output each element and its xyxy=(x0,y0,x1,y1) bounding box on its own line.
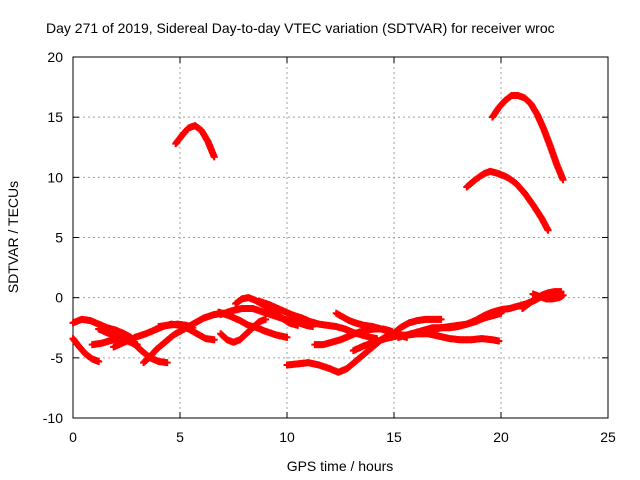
y-tick-label: 5 xyxy=(55,230,63,246)
x-tick-label: 25 xyxy=(600,429,616,445)
series-arc-2 xyxy=(488,92,567,184)
data-series xyxy=(69,92,567,376)
data-point xyxy=(283,333,291,341)
data-point xyxy=(210,153,218,161)
y-tick-label: -5 xyxy=(51,350,64,366)
data-point xyxy=(497,309,505,317)
series-arc-10 xyxy=(155,320,197,332)
series-arc-22 xyxy=(429,309,505,334)
data-point xyxy=(559,291,567,299)
y-tick-label: 15 xyxy=(47,109,63,125)
series-arc-5 xyxy=(69,335,103,365)
series-arc-12 xyxy=(217,315,270,346)
series-arc-14 xyxy=(217,304,317,331)
data-point xyxy=(163,359,171,367)
series-arc-20 xyxy=(388,315,445,339)
data-point xyxy=(437,315,445,323)
x-tick-label: 0 xyxy=(69,429,77,445)
y-tick-label: 0 xyxy=(55,290,63,306)
x-tick-label: 5 xyxy=(176,429,184,445)
data-point xyxy=(210,336,218,344)
axis-ticks: 0 5 10 15 20 25 -10 -5 0 5 10 15 20 xyxy=(43,49,616,445)
data-point xyxy=(189,324,197,332)
series-arc-24 xyxy=(529,290,567,303)
data-point xyxy=(95,357,103,365)
x-tick-label: 15 xyxy=(386,429,402,445)
grid-lines xyxy=(73,57,608,418)
series-arc-1 xyxy=(172,122,218,161)
series-arc-3 xyxy=(463,167,552,234)
y-axis-label: SDTVAR / TECUs xyxy=(5,181,21,293)
data-point xyxy=(262,315,270,323)
y-tick-label: 20 xyxy=(47,49,63,65)
data-point xyxy=(559,176,567,184)
x-tick-label: 20 xyxy=(493,429,509,445)
x-tick-label: 10 xyxy=(279,429,295,445)
x-axis-label: GPS time / hours xyxy=(287,458,394,474)
data-point xyxy=(133,341,141,349)
y-tick-label: 10 xyxy=(47,169,63,185)
data-point xyxy=(495,337,503,345)
y-tick-label: -10 xyxy=(43,410,63,426)
chart-title: Day 271 of 2019, Sidereal Day-to-day VTE… xyxy=(46,20,555,36)
data-point xyxy=(544,226,552,234)
